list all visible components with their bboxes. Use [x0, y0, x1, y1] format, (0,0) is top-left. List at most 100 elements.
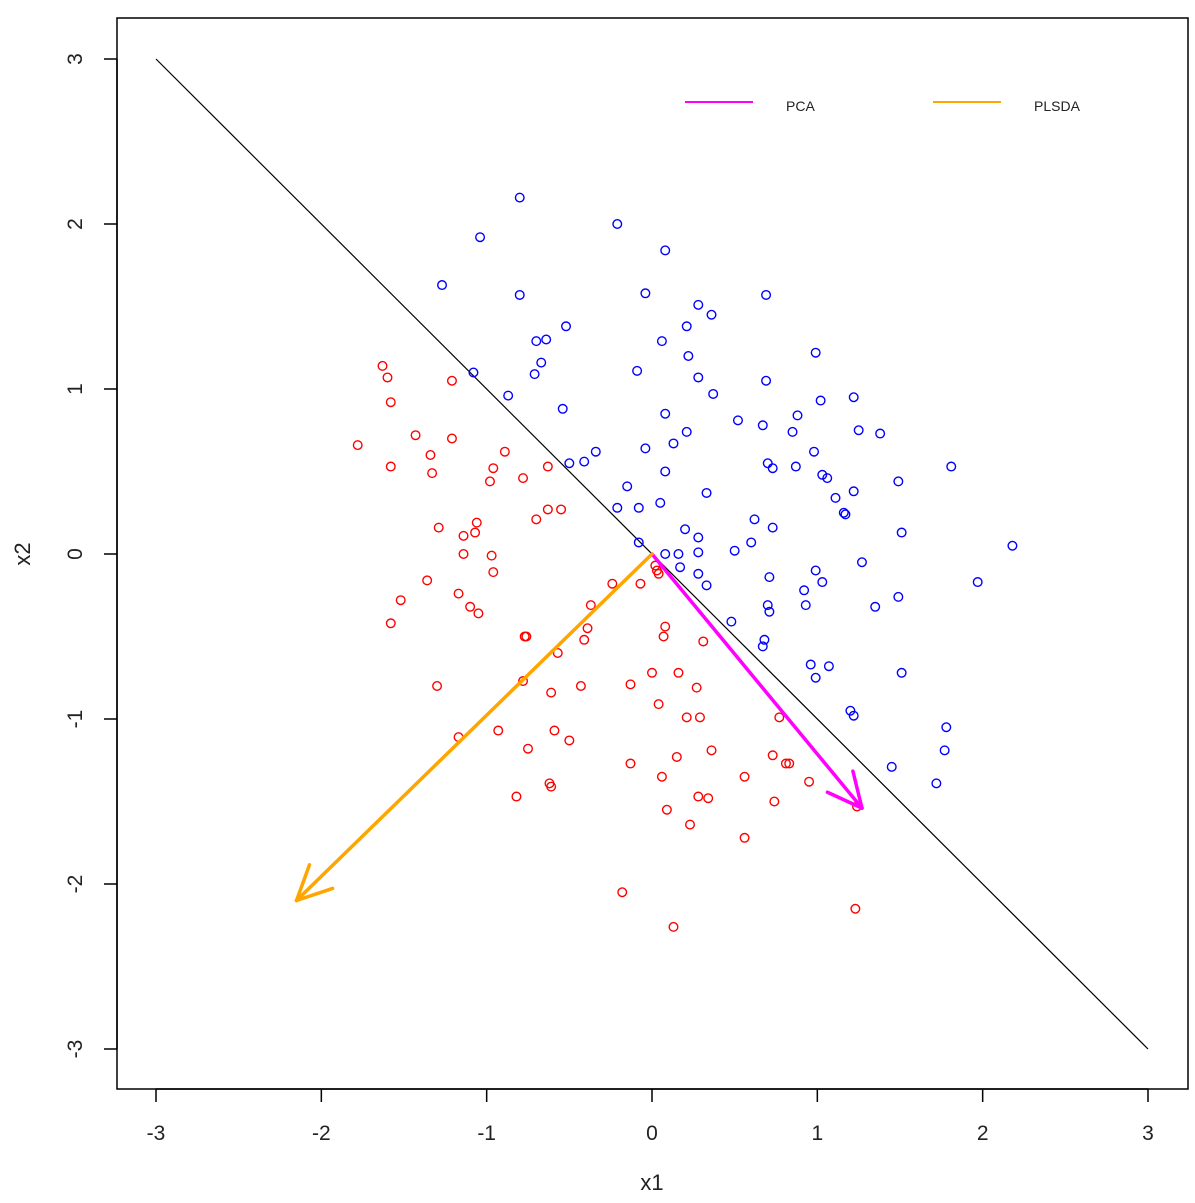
class-blue-point [972, 577, 983, 588]
y-axis: -3 -2 -1 0 1 2 3 [64, 53, 118, 1059]
class-red-point [458, 530, 469, 541]
class-blue-point [896, 527, 907, 538]
class-blue-point [767, 522, 778, 533]
class-red-point [523, 743, 534, 754]
class-blue-point [693, 532, 704, 543]
class-blue-point [875, 428, 886, 439]
class-red-point [575, 681, 586, 692]
class-red-point [780, 758, 791, 769]
class-blue-point [640, 288, 651, 299]
class-red-point [582, 623, 593, 634]
class-blue-point [759, 634, 770, 645]
class-blue-point [870, 601, 881, 612]
y-tick-label: -3 [64, 1040, 87, 1059]
class-red-point [446, 375, 457, 386]
class-red-point [617, 887, 628, 898]
class-red-point [706, 745, 717, 756]
class-blue-point [810, 672, 821, 683]
class-red-point [432, 681, 443, 692]
class-red-point [488, 463, 499, 474]
class-red-point [774, 712, 785, 723]
class-blue-point [823, 661, 834, 672]
class-blue-point [830, 492, 841, 503]
class-red-point [668, 921, 679, 932]
class-blue-point [822, 473, 833, 484]
class-blue-point [693, 372, 704, 383]
class-blue-point [764, 572, 775, 583]
class-blue-point [764, 606, 775, 617]
class-red-point [739, 832, 750, 843]
class-blue-point [656, 336, 667, 347]
class-red-point [422, 575, 433, 586]
class-red-point [542, 504, 553, 515]
y-tick-label: 2 [64, 218, 87, 230]
class-red-point [549, 725, 560, 736]
class-red-point [585, 600, 596, 611]
class-blue-point [848, 486, 859, 497]
class-blue-point [668, 438, 679, 449]
class-blue-point [475, 232, 486, 243]
class-blue-point [810, 565, 821, 576]
class-blue-point [579, 456, 590, 467]
class-red-point [433, 522, 444, 533]
class-blue-point [468, 367, 479, 378]
class-blue-point [762, 600, 773, 611]
y-tick-label: 1 [64, 383, 87, 395]
class-blue-point [939, 745, 950, 756]
class-red-point [673, 667, 684, 678]
class-blue-point [761, 375, 772, 386]
class-red-point [546, 687, 557, 698]
class-blue-point [787, 426, 798, 437]
class-blue-point [514, 289, 525, 300]
arrows [294, 552, 864, 903]
class-blue-point [561, 321, 572, 332]
class-red-point [518, 676, 529, 687]
class-red-point [395, 595, 406, 606]
class-red-point [471, 517, 482, 528]
class-red-point [473, 608, 484, 619]
x-axis-label: x1 [640, 1170, 663, 1195]
class-blue-point [655, 497, 666, 508]
class-blue-point [529, 369, 540, 380]
class-blue-point [536, 357, 547, 368]
class-blue-point [503, 390, 514, 401]
class-red-point [625, 679, 636, 690]
class-blue-point [767, 463, 778, 474]
class-red-point [685, 819, 696, 830]
x-tick-label: -3 [147, 1122, 166, 1145]
class-blue-point [815, 395, 826, 406]
class-blue-point [792, 410, 803, 421]
legend-label-plsda: PLSDA [1034, 98, 1081, 114]
class-red-point [382, 372, 393, 383]
class-blue-point [805, 659, 816, 670]
class-blue-point [590, 446, 601, 457]
class-blue-point [675, 562, 686, 573]
class-blue-point [633, 502, 644, 513]
x-tick-label: 3 [1142, 1122, 1154, 1145]
class-red-point [531, 514, 542, 525]
class-blue-point [838, 507, 849, 518]
class-blue-point [681, 426, 692, 437]
x-tick-label: 2 [977, 1122, 989, 1145]
x-tick-label: -2 [312, 1122, 331, 1145]
x-tick-label: 0 [646, 1122, 658, 1145]
class-red-point [579, 634, 590, 645]
class-red-point [470, 527, 481, 538]
class-blue-point [893, 476, 904, 487]
class-red-point [493, 725, 504, 736]
class-blue-point [680, 524, 691, 535]
y-tick-label: 0 [64, 548, 87, 560]
class-red-point [661, 804, 672, 815]
class-red-point [681, 712, 692, 723]
class-blue-point [514, 192, 525, 203]
class-red-point [385, 618, 396, 629]
class-blue-point [840, 509, 851, 520]
class-blue-point [612, 218, 623, 229]
class-blue-point [701, 487, 712, 498]
class-blue-point [732, 415, 743, 426]
class-blue-point [437, 280, 448, 291]
class-red-point [486, 550, 497, 561]
class-red-point [552, 648, 563, 659]
class-blue-point [749, 514, 760, 525]
class-red-point [850, 903, 861, 914]
